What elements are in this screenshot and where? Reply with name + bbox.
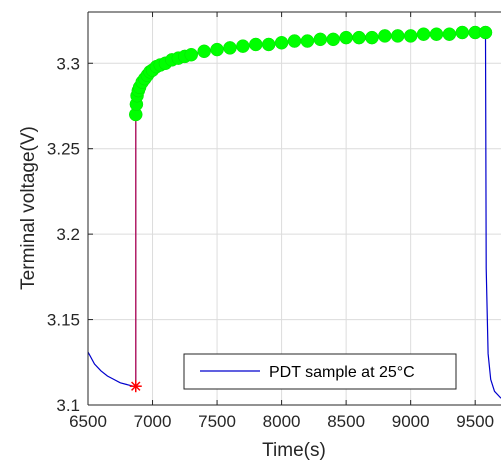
data-point-green	[184, 47, 198, 62]
data-point-green	[403, 29, 418, 43]
data-point-green	[300, 34, 315, 48]
data-point-green	[478, 25, 493, 40]
x-tick-label: 7000	[134, 412, 172, 431]
data-point-asterisk	[129, 380, 142, 393]
y-axis-title: Terminal voltage(V)	[18, 126, 39, 290]
data-point-green	[274, 36, 289, 50]
data-point-green	[455, 25, 470, 40]
data-point-green	[210, 42, 224, 57]
data-point-green	[429, 27, 444, 41]
data-point-green	[352, 30, 366, 45]
y-tick-label: 3.15	[47, 311, 80, 330]
plot-background	[88, 12, 501, 405]
legend-label: PDT sample at 25°C	[269, 364, 415, 381]
data-point-green	[365, 30, 379, 45]
asterisk-stroke	[131, 381, 141, 391]
data-point-green	[261, 37, 276, 52]
data-point-green	[326, 32, 340, 47]
y-tick-label: 3.25	[47, 140, 80, 159]
data-point-green	[223, 41, 237, 55]
series-layer	[88, 25, 501, 399]
data-point-green	[313, 32, 328, 47]
data-point-green	[236, 39, 250, 53]
x-tick-label: 7500	[198, 412, 236, 431]
axes	[87, 11, 501, 406]
y-tick-label: 3.1	[56, 396, 80, 415]
data-point-green	[378, 29, 392, 43]
x-tick-label: 9000	[392, 412, 430, 431]
x-tick-label: 9500	[456, 412, 494, 431]
data-point-green	[442, 27, 457, 41]
x-tick-label: 6500	[69, 412, 107, 431]
data-point-green	[339, 30, 353, 45]
ticks: 6500 7000 7500 8000 8500 9000 9500 3.1 3.15 3.2 3.…	[47, 12, 494, 431]
legend: PDT sample at 25°C	[183, 353, 457, 390]
data-point-green	[197, 44, 211, 59]
y-tick-label: 3.2	[56, 225, 80, 244]
data-point-green	[391, 29, 405, 43]
data-point-green	[249, 37, 263, 52]
y-tick-label: 3.3	[56, 54, 80, 73]
x-tick-label: 8500	[327, 412, 365, 431]
data-point-green	[416, 27, 431, 41]
data-point-green	[287, 34, 302, 48]
x-axis-title: Time(s)	[262, 440, 326, 461]
x-tick-label: 8000	[263, 412, 301, 431]
